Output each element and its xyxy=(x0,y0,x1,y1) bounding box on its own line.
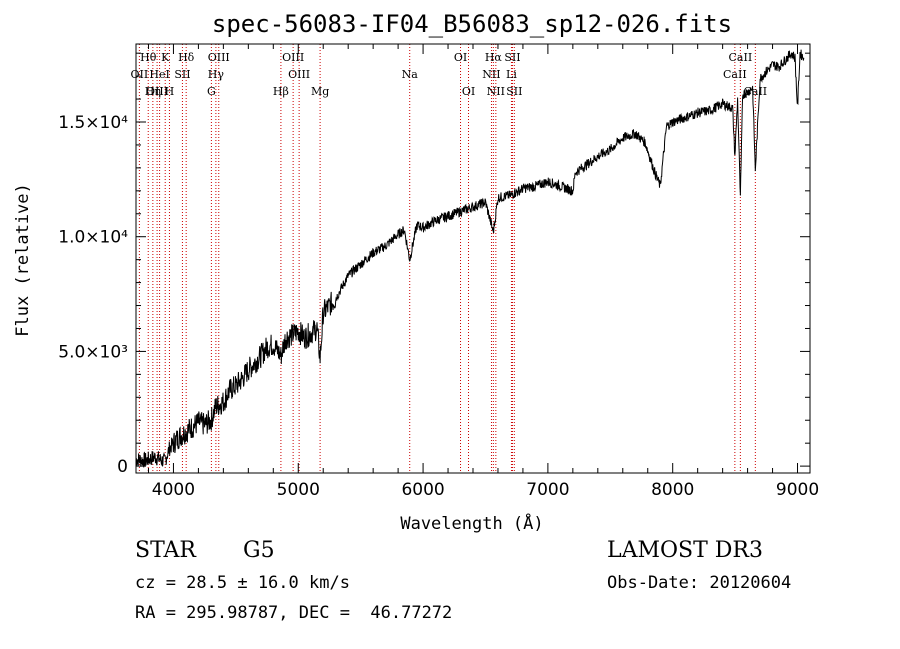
x-tick-label: 9000 xyxy=(776,480,819,500)
x-tick-label: 5000 xyxy=(277,480,320,500)
coordinates: RA = 295.98787, DEC = 46.77272 xyxy=(135,603,453,623)
spectral-line-label: OI xyxy=(462,85,475,98)
object-subclass: G5 xyxy=(243,538,275,563)
spectral-line-label: OIII xyxy=(282,51,304,64)
spectral-line-label: H xyxy=(165,85,175,98)
spectral-lines-layer xyxy=(138,44,756,473)
spectral-line-label: HeI xyxy=(149,68,169,81)
spectral-line-label: Mg xyxy=(311,85,329,98)
spectral-line-label: CaII xyxy=(729,51,753,64)
spectral-line-label: Li xyxy=(506,68,517,81)
x-tick-label: 7000 xyxy=(526,480,569,500)
axis-ticks: 4000 5000 6000 7000 8000 9000 0 5.0×10³ 1.0×10⁴ 1… xyxy=(58,44,819,500)
spectral-line-label: OIII xyxy=(208,51,230,64)
spectral-line-label: Hβ xyxy=(273,85,289,98)
spectral-line-label: Hη xyxy=(145,85,161,98)
redshift-velocity: cz = 28.5 ± 16.0 km/s xyxy=(135,573,350,593)
spectral-line-label: Hα xyxy=(485,51,503,64)
spectral-line-label: K xyxy=(161,51,170,64)
observation-date: Obs-Date: 20120604 xyxy=(607,573,792,593)
spectral-line-label: Na xyxy=(402,68,419,81)
y-tick-label: 5.0×10³ xyxy=(58,342,128,362)
object-class: STAR xyxy=(135,538,196,563)
chart-title: spec-56083-IF04_B56083_sp12-026.fits xyxy=(212,10,732,38)
spectral-line-label: Hδ xyxy=(178,51,195,64)
survey-name: LAMOST DR3 xyxy=(607,538,763,563)
spectral-line-label: CaII xyxy=(723,68,747,81)
spectral-line-label: Hγ xyxy=(208,68,225,81)
spectral-line-label: SII xyxy=(506,85,522,98)
x-axis-label: Wavelength (Å) xyxy=(400,512,543,534)
spectral-line-label: Hθ xyxy=(140,51,157,64)
y-tick-label: 0 xyxy=(117,457,128,477)
y-tick-label: 1.5×10⁴ xyxy=(58,113,128,133)
x-tick-label: 4000 xyxy=(152,480,195,500)
spectral-line-label: G xyxy=(207,85,216,98)
x-tick-label: 8000 xyxy=(651,480,694,500)
spectral-line-label: NII xyxy=(487,85,505,98)
spectral-line-label: OII xyxy=(131,68,149,81)
y-axis-label: Flux (relative) xyxy=(13,183,33,337)
spectral-line-label: NII xyxy=(482,68,500,81)
spectral-line-label: OIII xyxy=(288,68,310,81)
spectral-line-label: OIII xyxy=(146,85,168,98)
y-tick-label: 1.0×10⁴ xyxy=(58,228,128,248)
spectrum-series-line xyxy=(135,49,805,468)
spectral-line-label: OI xyxy=(454,51,467,64)
x-tick-label: 6000 xyxy=(401,480,444,500)
spectral-line-label: SII xyxy=(504,51,520,64)
spectral-line-label: SII xyxy=(174,68,190,81)
